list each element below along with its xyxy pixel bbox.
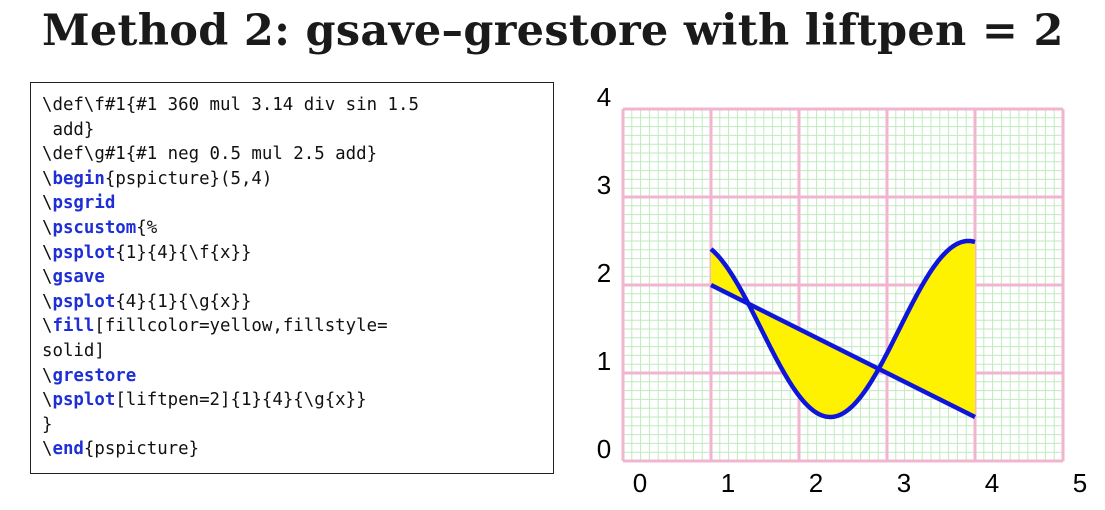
code-keyword: begin bbox=[52, 168, 105, 189]
code-line: } bbox=[42, 413, 419, 438]
code-keyword: psplot bbox=[52, 242, 116, 263]
major-grid bbox=[621, 107, 1065, 463]
code-text: {1}{4}{\f{x}} bbox=[115, 242, 252, 263]
code-text: \def\f#1{#1 360 mul 3.14 div sin 1.5 bbox=[42, 95, 419, 115]
x-tick-label: 0 bbox=[633, 468, 647, 498]
y-tick-label: 1 bbox=[597, 346, 611, 376]
curves bbox=[709, 238, 977, 420]
code-text: {pspicture} bbox=[83, 439, 200, 460]
code-keyword: pscustom bbox=[52, 217, 137, 238]
code-listing-box: \def\f#1{#1 360 mul 3.14 div sin 1.5 add… bbox=[30, 82, 554, 474]
code-listing: \def\f#1{#1 360 mul 3.14 div sin 1.5 add… bbox=[42, 93, 419, 462]
code-text: {% bbox=[136, 217, 158, 238]
code-keyword: psgrid bbox=[52, 193, 116, 214]
code-text: \ bbox=[42, 217, 53, 238]
code-text: add} bbox=[42, 119, 95, 140]
code-keyword: psplot bbox=[52, 390, 116, 411]
y-tick-label: 3 bbox=[597, 170, 611, 200]
code-text: \ bbox=[42, 267, 53, 288]
code-line: \psgrid bbox=[42, 191, 419, 216]
x-tick-label: 1 bbox=[721, 468, 735, 498]
code-keyword: gsave bbox=[52, 267, 105, 288]
code-text: solid] bbox=[42, 340, 105, 361]
code-text: \ bbox=[42, 168, 53, 189]
code-text: [fillcolor=yellow,fillstyle= bbox=[94, 316, 388, 337]
code-line: \end{pspicture} bbox=[42, 437, 419, 462]
code-keyword: end bbox=[52, 439, 84, 460]
code-keyword: fill bbox=[52, 316, 95, 337]
code-line: \begin{pspicture}(5,4) bbox=[42, 167, 419, 192]
tick-labels: 0 1 2 3 4 5 0 1 2 3 4 bbox=[597, 82, 1087, 498]
code-text: \def\g#1{#1 neg 0.5 mul 2.5 add} bbox=[42, 144, 378, 165]
code-line: \def\f#1{#1 360 mul 3.14 div sin 1.5 bbox=[42, 93, 419, 118]
code-text: \ bbox=[42, 316, 53, 337]
code-line: \pscustom{% bbox=[42, 216, 419, 241]
y-tick-label: 2 bbox=[597, 258, 611, 288]
code-text: } bbox=[42, 414, 53, 435]
y-tick-label: 4 bbox=[597, 82, 611, 112]
code-text: \ bbox=[42, 242, 53, 263]
code-keyword: grestore bbox=[52, 365, 137, 386]
code-line: \def\g#1{#1 neg 0.5 mul 2.5 add} bbox=[42, 142, 419, 167]
code-line: \psplot[liftpen=2]{1}{4}{\g{x}} bbox=[42, 388, 419, 413]
x-tick-label: 3 bbox=[897, 468, 911, 498]
code-text: \ bbox=[42, 193, 53, 214]
code-line: add} bbox=[42, 118, 419, 143]
code-line: \fill[fillcolor=yellow,fillstyle= bbox=[42, 314, 419, 339]
pspicture-figure: 0 1 2 3 4 5 0 1 2 3 4 bbox=[597, 82, 1087, 498]
code-line: \grestore bbox=[42, 364, 419, 389]
code-text: {4}{1}{\g{x}} bbox=[115, 291, 252, 312]
linear-curve bbox=[709, 282, 977, 420]
code-text: {pspicture}(5,4) bbox=[104, 168, 273, 189]
code-line: solid] bbox=[42, 339, 419, 364]
code-text: [liftpen=2]{1}{4}{\g{x}} bbox=[115, 390, 367, 411]
x-tick-label: 2 bbox=[809, 468, 823, 498]
code-text: \ bbox=[42, 390, 53, 411]
code-text: \ bbox=[42, 365, 53, 386]
x-tick-label: 5 bbox=[1073, 468, 1087, 498]
y-tick-label: 0 bbox=[597, 434, 611, 464]
sine-curve bbox=[709, 238, 976, 420]
page-title: Method 2: gsave–grestore with liftpen = … bbox=[42, 6, 1064, 56]
code-keyword: psplot bbox=[52, 291, 116, 312]
x-tick-label: 4 bbox=[985, 468, 999, 498]
fill-region bbox=[711, 241, 975, 417]
yellow-fill-area bbox=[711, 241, 975, 417]
code-line: \psplot{1}{4}{\f{x}} bbox=[42, 241, 419, 266]
code-text: \ bbox=[42, 439, 53, 460]
code-line: \gsave bbox=[42, 265, 419, 290]
code-line: \psplot{4}{1}{\g{x}} bbox=[42, 290, 419, 315]
code-text: \ bbox=[42, 291, 53, 312]
